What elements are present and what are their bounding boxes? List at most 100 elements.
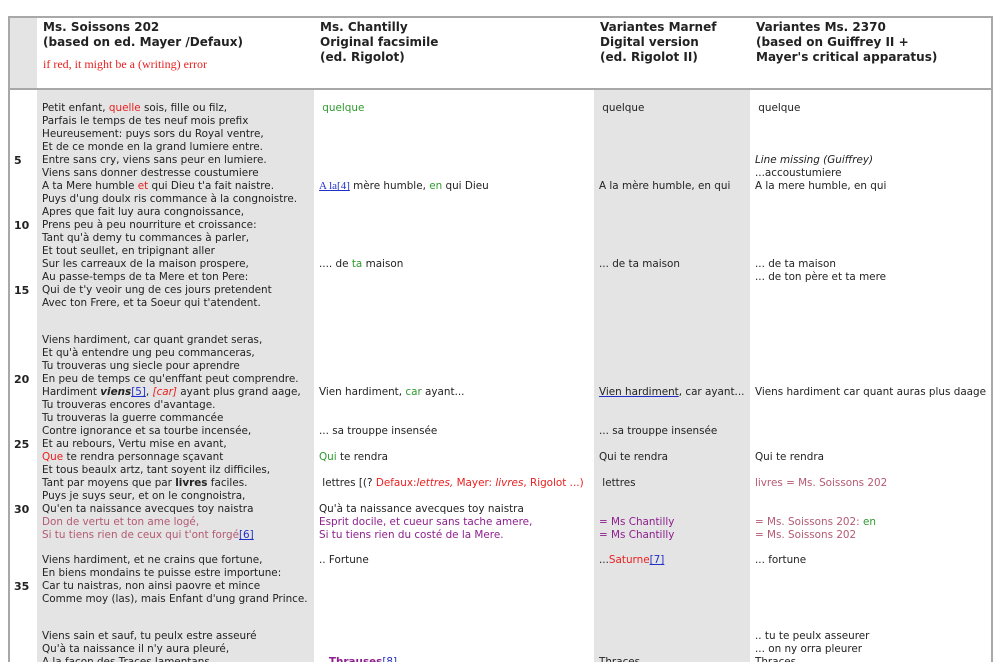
footnote-link[interactable]: A la [319, 180, 338, 192]
marnef-variant [594, 606, 750, 618]
chantilly-variant [314, 373, 594, 386]
text-segment: Car tu naistras, non ainsi paovre et min… [42, 580, 261, 592]
marnef-variant [594, 542, 750, 554]
marnef-variant: quelque [594, 102, 750, 115]
line-number [10, 128, 37, 141]
ms2370-variant [750, 284, 991, 297]
ms2370-variant: ... on ny orra pleurer [750, 643, 991, 656]
verse-row: Comme moy (las), mais Enfant d'ung grand… [10, 593, 991, 606]
text-segment: mère humble, [349, 180, 430, 192]
ms2370-variant: ... fortune [750, 554, 991, 567]
text-segment: Heureusement: puys sors du Royal ventre, [42, 128, 264, 140]
marnef-variant [594, 399, 750, 412]
chantilly-variant [314, 245, 594, 258]
text-segment: viens [100, 386, 132, 398]
text-segment: Contre ignorance et sa tourbe incensée, [42, 425, 252, 437]
line-number [10, 193, 37, 206]
line-number: 30 [14, 503, 30, 516]
text-segment: ... de ton père et ta mere [755, 271, 887, 283]
footnote-link[interactable]: [8] [382, 656, 398, 662]
verse-row: Tu trouveras ung siecle pour aprendre [10, 360, 991, 373]
soissons-text: Heureusement: puys sors du Royal ventre, [37, 128, 314, 141]
error-note: if red, it might be a (writing) error [43, 57, 207, 71]
text-segment: = Ms Chantilly [599, 529, 675, 541]
line-number [10, 141, 37, 154]
ms2370-variant [750, 193, 991, 206]
text-segment: = Ms Chantilly [599, 516, 675, 528]
footnote-link[interactable]: Vien hardiment [599, 386, 679, 398]
marnef-variant [594, 245, 750, 258]
chantilly-variant [314, 206, 594, 219]
footnote-link[interactable]: [5] [131, 386, 146, 398]
text-segment: Et tout seullet, en tripignant aller [42, 245, 215, 257]
header-title: Variantes Ms. 2370 [756, 20, 886, 34]
text-segment: ... fortune [755, 554, 807, 566]
marnef-variant [594, 322, 750, 334]
line-number [10, 232, 37, 245]
marnef-variant: Qui te rendra [594, 451, 750, 464]
verse-row: Puys je suys seur, et on le congnoistra, [10, 490, 991, 503]
ms2370-variant [750, 297, 991, 310]
soissons-text: Tant qu'à demy tu commances à parler, [37, 232, 314, 245]
line-number [10, 542, 37, 554]
header-title: Variantes Marnef [600, 20, 717, 34]
ms2370-variant: .. tu te peulx asseurer [750, 630, 991, 643]
text-segment: Esprit docile, et cueur sans tache amere… [319, 516, 533, 528]
footnote-link[interactable]: [4] [337, 180, 350, 192]
marnef-variant [594, 334, 750, 347]
marnef-variant [594, 412, 750, 425]
text-segment: En biens mondains te puisse estre import… [42, 567, 282, 579]
text-segment: Et tous beaulx artz, tant soyent ilz dif… [42, 464, 271, 476]
soissons-text: Qu'à ta naissance il n'y aura pleuré, [37, 643, 314, 656]
soissons-text [37, 310, 314, 322]
text-segment: livres = Ms. Soissons 202 [755, 477, 888, 489]
verse-row: Viens sans donner destresse coustumiere.… [10, 167, 991, 180]
ms2370-variant [750, 219, 991, 232]
text-segment: Au passe-temps de ta Mere et ton Pere: [42, 271, 249, 283]
text-segment: ... [599, 554, 609, 566]
text-segment: Vien hardiment, [319, 386, 406, 398]
soissons-text: Puys d'ung doulx ris commance à la congn… [37, 193, 314, 206]
text-segment: Qui te rendra [755, 451, 824, 463]
chantilly-variant [314, 322, 594, 334]
verse-row: Et tous beaulx artz, tant soyent ilz dif… [10, 464, 991, 477]
footnote-link[interactable]: [6] [239, 529, 254, 541]
line-number [10, 258, 37, 271]
verse-row: Et de ce monde en la grand lumiere entre… [10, 141, 991, 154]
text-segment: ... de ta maison [599, 258, 680, 270]
marnef-variant [594, 373, 750, 386]
ms2370-variant: = Ms. Soissons 202 [750, 529, 991, 542]
chantilly-variant [314, 115, 594, 128]
text-segment: , car ayant... [678, 386, 745, 398]
soissons-text: A la façon des Traces lamentans [37, 656, 314, 662]
soissons-text: Au passe-temps de ta Mere et ton Pere: [37, 271, 314, 284]
line-number [10, 554, 37, 567]
chantilly-variant: ...Thrauses[8] [314, 656, 594, 662]
stanza-gap [10, 89, 991, 102]
line-number [10, 529, 37, 542]
line-number [10, 115, 37, 128]
footnote-link[interactable]: [7] [649, 554, 665, 566]
soissons-text: En biens mondains te puisse estre import… [37, 567, 314, 580]
text-segment: Qu'à ta naissance avecques toy naistra [319, 503, 524, 515]
verse-row: Que te rendra personnage sçavant Qui te r… [10, 451, 991, 464]
ms2370-variant: quelque [750, 102, 991, 115]
chantilly-variant: ... sa trouppe insensée [314, 425, 594, 438]
verse-row: A la façon des Traces lamentans ...Thraus… [10, 656, 991, 662]
marnef-variant [594, 347, 750, 360]
text-segment: Sur les carreaux de la maison prospere, [42, 258, 249, 270]
text-segment: ... sa trouppe insensée [599, 425, 718, 437]
marnef-variant: Vien hardiment, car ayant... [594, 386, 750, 399]
soissons-text: Hardiment viens[5], [car] ayant plus gra… [37, 386, 314, 399]
verse-row: Don de vertu et ton ame logé, Esprit doci… [10, 516, 991, 529]
text-segment: Apres que fait luy aura congnoissance, [42, 206, 245, 218]
marnef-variant [594, 360, 750, 373]
text-segment: .... de [319, 258, 352, 270]
soissons-text: Qu'en ta naissance avecques toy naistra [37, 503, 314, 516]
header-line-number [10, 18, 37, 90]
marnef-variant [594, 438, 750, 451]
verse-row: Apres que fait luy aura congnoissance, [10, 206, 991, 219]
text-segment: Avec ton Frere, et ta Soeur qui t'atende… [42, 297, 261, 309]
line-number [10, 464, 37, 477]
chantilly-variant: Qui te rendra [314, 451, 594, 464]
